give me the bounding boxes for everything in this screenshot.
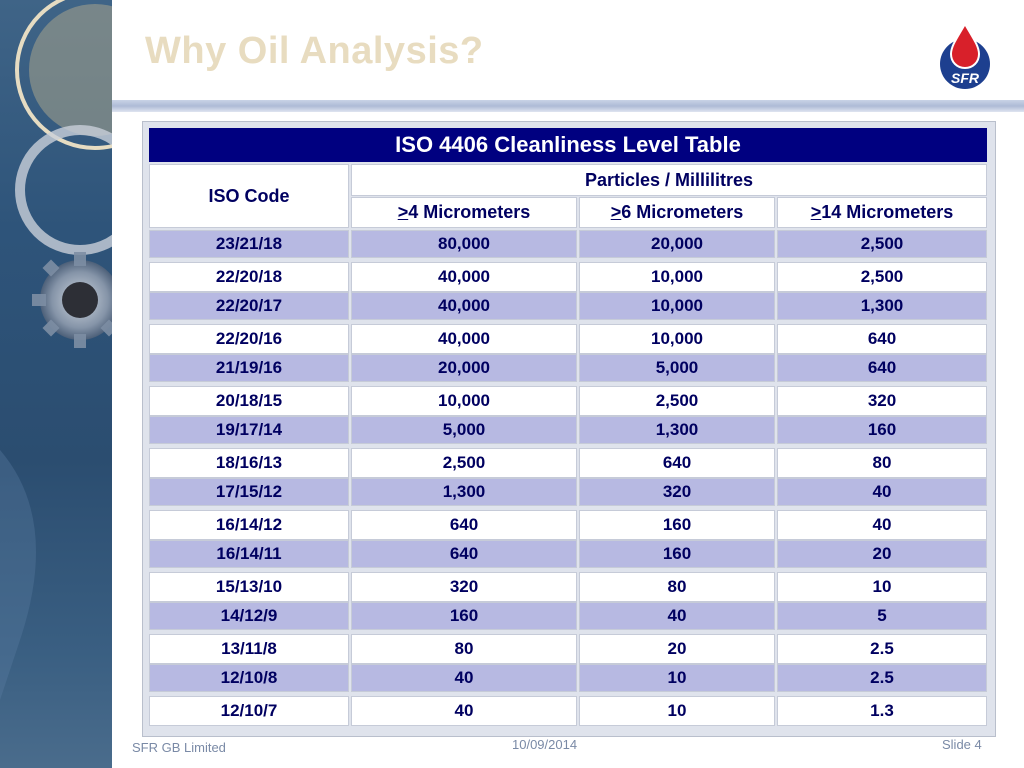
particle-count-cell: 40 [777,478,987,506]
particle-count-cell: 160 [351,602,577,630]
iso-code-header: ISO Code [149,164,349,228]
sub-header-14um-label: 14 Micrometers [821,202,954,222]
particle-count-cell: 40,000 [351,292,577,320]
particle-count-cell: 80 [351,634,577,664]
particle-count-cell: 1,300 [777,292,987,320]
particle-count-cell: 640 [579,448,775,478]
particle-count-cell: 160 [579,540,775,568]
particle-count-cell: 2,500 [579,386,775,416]
particle-count-cell: 5 [777,602,987,630]
particle-count-cell: 20 [777,540,987,568]
particle-count-cell: 640 [351,510,577,540]
particle-count-cell: 5,000 [579,354,775,382]
particle-count-cell: 2.5 [777,634,987,664]
particle-count-cell: 10 [579,696,775,726]
particle-count-cell: 2,500 [777,262,987,292]
iso-code-cell: 13/11/8 [149,634,349,664]
iso-code-cell: 18/16/13 [149,448,349,478]
particle-count-cell: 1,300 [351,478,577,506]
sub-header-4um: >4 Micrometers [351,197,577,228]
particle-count-cell: 160 [777,416,987,444]
particle-count-cell: 10,000 [579,324,775,354]
footer-company: SFR GB Limited [132,740,226,755]
sub-header-4um-label: 4 Micrometers [408,202,531,222]
footer-date: 10/09/2014 [512,737,578,752]
particle-count-cell: 320 [777,386,987,416]
particle-count-cell: 1.3 [777,696,987,726]
particles-header: Particles / Millilitres [351,164,987,196]
particle-count-cell: 10,000 [579,292,775,320]
particle-count-cell: 320 [351,572,577,602]
iso-code-cell: 19/17/14 [149,416,349,444]
iso-code-cell: 17/15/12 [149,478,349,506]
iso-code-cell: 15/13/10 [149,572,349,602]
slide-title: Why Oil Analysis? [145,30,484,72]
particle-count-cell: 2.5 [777,664,987,692]
sub-header-6um: >6 Micrometers [579,197,775,228]
particle-count-cell: 1,300 [579,416,775,444]
iso-code-cell: 22/20/18 [149,262,349,292]
particle-count-cell: 10,000 [579,262,775,292]
sub-header-6um-label: 6 Micrometers [621,202,744,222]
iso-code-cell: 14/12/9 [149,602,349,630]
particle-count-cell: 640 [351,540,577,568]
decorative-side-panel [0,0,112,768]
particle-count-cell: 160 [579,510,775,540]
particle-count-cell: 640 [777,354,987,382]
header-divider [112,100,1024,112]
particle-count-cell: 40,000 [351,262,577,292]
iso-cleanliness-table: ISO 4406 Cleanliness Level Table ISO Cod… [142,121,996,737]
iso-code-cell: 20/18/15 [149,386,349,416]
particle-count-cell: 2,500 [351,448,577,478]
iso-code-cell: 22/20/17 [149,292,349,320]
particle-count-cell: 20,000 [579,230,775,258]
svg-text:SFR: SFR [951,70,980,86]
particle-count-cell: 40 [777,510,987,540]
gears-illustration [0,0,112,700]
particle-count-cell: 40,000 [351,324,577,354]
particle-count-cell: 640 [777,324,987,354]
iso-code-cell: 12/10/8 [149,664,349,692]
iso-code-cell: 16/14/12 [149,510,349,540]
particle-count-cell: 20 [579,634,775,664]
particle-count-cell: 5,000 [351,416,577,444]
sub-header-14um: >14 Micrometers [777,197,987,228]
particle-count-cell: 80,000 [351,230,577,258]
particle-count-cell: 320 [579,478,775,506]
particle-count-cell: 2,500 [777,230,987,258]
iso-code-cell: 16/14/11 [149,540,349,568]
particle-count-cell: 40 [579,602,775,630]
iso-code-cell: 22/20/16 [149,324,349,354]
table-title: ISO 4406 Cleanliness Level Table [149,128,987,162]
sfr-logo: SFR [937,18,993,90]
particle-count-cell: 40 [351,696,577,726]
particle-count-cell: 80 [579,572,775,602]
particle-count-cell: 20,000 [351,354,577,382]
iso-code-cell: 21/19/16 [149,354,349,382]
iso-code-cell: 12/10/7 [149,696,349,726]
footer-slide-number: Slide 4 [942,737,982,752]
particle-count-cell: 10,000 [351,386,577,416]
particle-count-cell: 10 [579,664,775,692]
particle-count-cell: 80 [777,448,987,478]
particle-count-cell: 40 [351,664,577,692]
iso-code-cell: 23/21/18 [149,230,349,258]
particle-count-cell: 10 [777,572,987,602]
